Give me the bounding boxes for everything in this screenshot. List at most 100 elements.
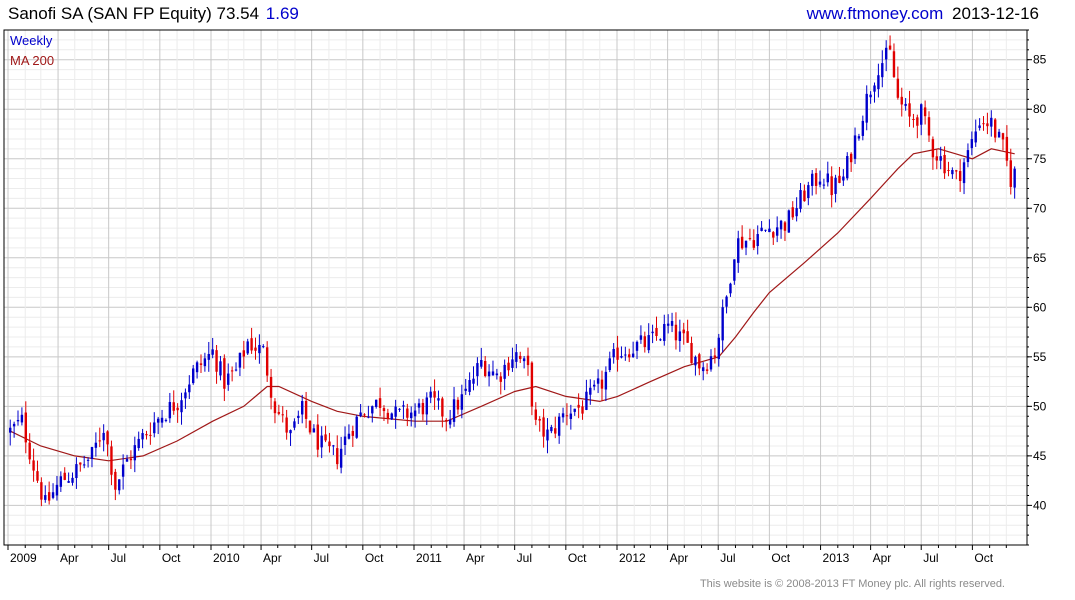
- candle-body: [242, 350, 246, 357]
- candle-down: [421, 398, 425, 421]
- x-tick-label: 2010: [213, 551, 240, 565]
- candle-body: [620, 356, 623, 358]
- candle-down: [947, 161, 950, 177]
- candle-up: [246, 338, 249, 356]
- candle-body: [246, 341, 249, 354]
- candle-up: [939, 146, 942, 170]
- candle-body: [59, 476, 63, 487]
- site-link[interactable]: www.ftmoney.com: [806, 4, 944, 23]
- candle-body: [316, 424, 319, 450]
- candle-body: [538, 418, 541, 421]
- candle-body: [452, 399, 456, 422]
- candle-body: [468, 380, 471, 392]
- candle-body: [207, 353, 210, 360]
- candle-body: [145, 434, 148, 436]
- candle-up: [612, 343, 615, 364]
- candle-up: [121, 454, 125, 490]
- candle-body: [557, 416, 561, 436]
- candle-up: [799, 182, 802, 213]
- candle-up: [842, 169, 845, 186]
- candle-body: [137, 438, 140, 449]
- candle-up: [71, 472, 74, 486]
- candle-down: [849, 152, 853, 172]
- candle-body: [733, 259, 736, 281]
- candle-up: [608, 351, 611, 373]
- candle-down: [600, 370, 604, 401]
- candle-down: [456, 397, 460, 415]
- candle-down: [149, 422, 152, 445]
- candle-body: [982, 123, 985, 125]
- candle-body: [912, 119, 915, 121]
- candle-down: [740, 225, 744, 250]
- candle-body: [554, 428, 557, 434]
- candle-body: [768, 228, 771, 233]
- candle-up: [86, 457, 90, 468]
- candle-down: [176, 403, 179, 423]
- candle-up: [164, 418, 168, 423]
- candle-body: [705, 369, 709, 371]
- candle-body: [464, 388, 467, 391]
- candle-up: [756, 225, 759, 255]
- candle-body: [842, 176, 845, 181]
- y-tick-label: 80: [1033, 102, 1047, 116]
- candle-body: [873, 85, 876, 92]
- candle-body: [916, 117, 919, 126]
- candle-up: [371, 405, 374, 423]
- candle-up: [347, 424, 351, 440]
- candle-body: [639, 335, 643, 340]
- candle-body: [814, 173, 818, 186]
- candle-body: [822, 184, 826, 186]
- candle-up: [192, 364, 195, 385]
- candle-body: [783, 222, 787, 231]
- candle-body: [585, 391, 588, 410]
- candle-up: [522, 356, 526, 369]
- candle-down: [199, 354, 203, 373]
- candle-body: [480, 360, 483, 367]
- candle-body: [90, 447, 94, 459]
- candle-up: [390, 412, 393, 421]
- candle-body: [16, 419, 20, 422]
- ma200-line: [9, 148, 1015, 462]
- candle-body: [795, 208, 798, 217]
- candle-body: [857, 136, 861, 139]
- candle-down: [507, 356, 510, 376]
- candle-body: [219, 361, 222, 376]
- x-tick-label: 2009: [10, 551, 37, 565]
- candle-up: [822, 178, 826, 190]
- candle-down: [324, 425, 327, 443]
- candle-body: [838, 175, 841, 183]
- candle-body: [561, 413, 565, 418]
- candle-down: [242, 340, 246, 369]
- candle-body: [589, 387, 592, 395]
- candle-down: [752, 229, 756, 251]
- candle-up: [978, 118, 981, 131]
- candle-body: [297, 415, 300, 418]
- candle-body: [476, 363, 479, 377]
- candle-up: [853, 127, 857, 165]
- candle-up: [238, 352, 242, 377]
- x-tick-label: Apr: [466, 551, 485, 565]
- candle-body: [690, 342, 693, 364]
- candle-body: [951, 169, 954, 175]
- x-tick-label: Jul: [517, 551, 532, 565]
- candle-body: [293, 421, 296, 428]
- candle-up: [203, 352, 207, 372]
- candle-body: [861, 120, 865, 136]
- candle-down: [935, 149, 938, 170]
- candle-body: [406, 408, 409, 418]
- candle-down: [316, 414, 319, 458]
- candle-body: [71, 477, 74, 483]
- candle-body: [273, 401, 277, 414]
- candle-down: [538, 416, 541, 432]
- candle-body: [884, 47, 888, 60]
- candle-body: [927, 117, 931, 136]
- candle-down: [28, 433, 31, 465]
- candle-body: [121, 464, 125, 477]
- candle-body: [958, 171, 962, 182]
- candle-up: [550, 424, 553, 434]
- candle-down: [110, 440, 113, 486]
- candle-up: [557, 413, 561, 444]
- candle-body: [811, 173, 814, 186]
- candle-down: [254, 337, 257, 360]
- y-tick-label: 70: [1033, 201, 1047, 215]
